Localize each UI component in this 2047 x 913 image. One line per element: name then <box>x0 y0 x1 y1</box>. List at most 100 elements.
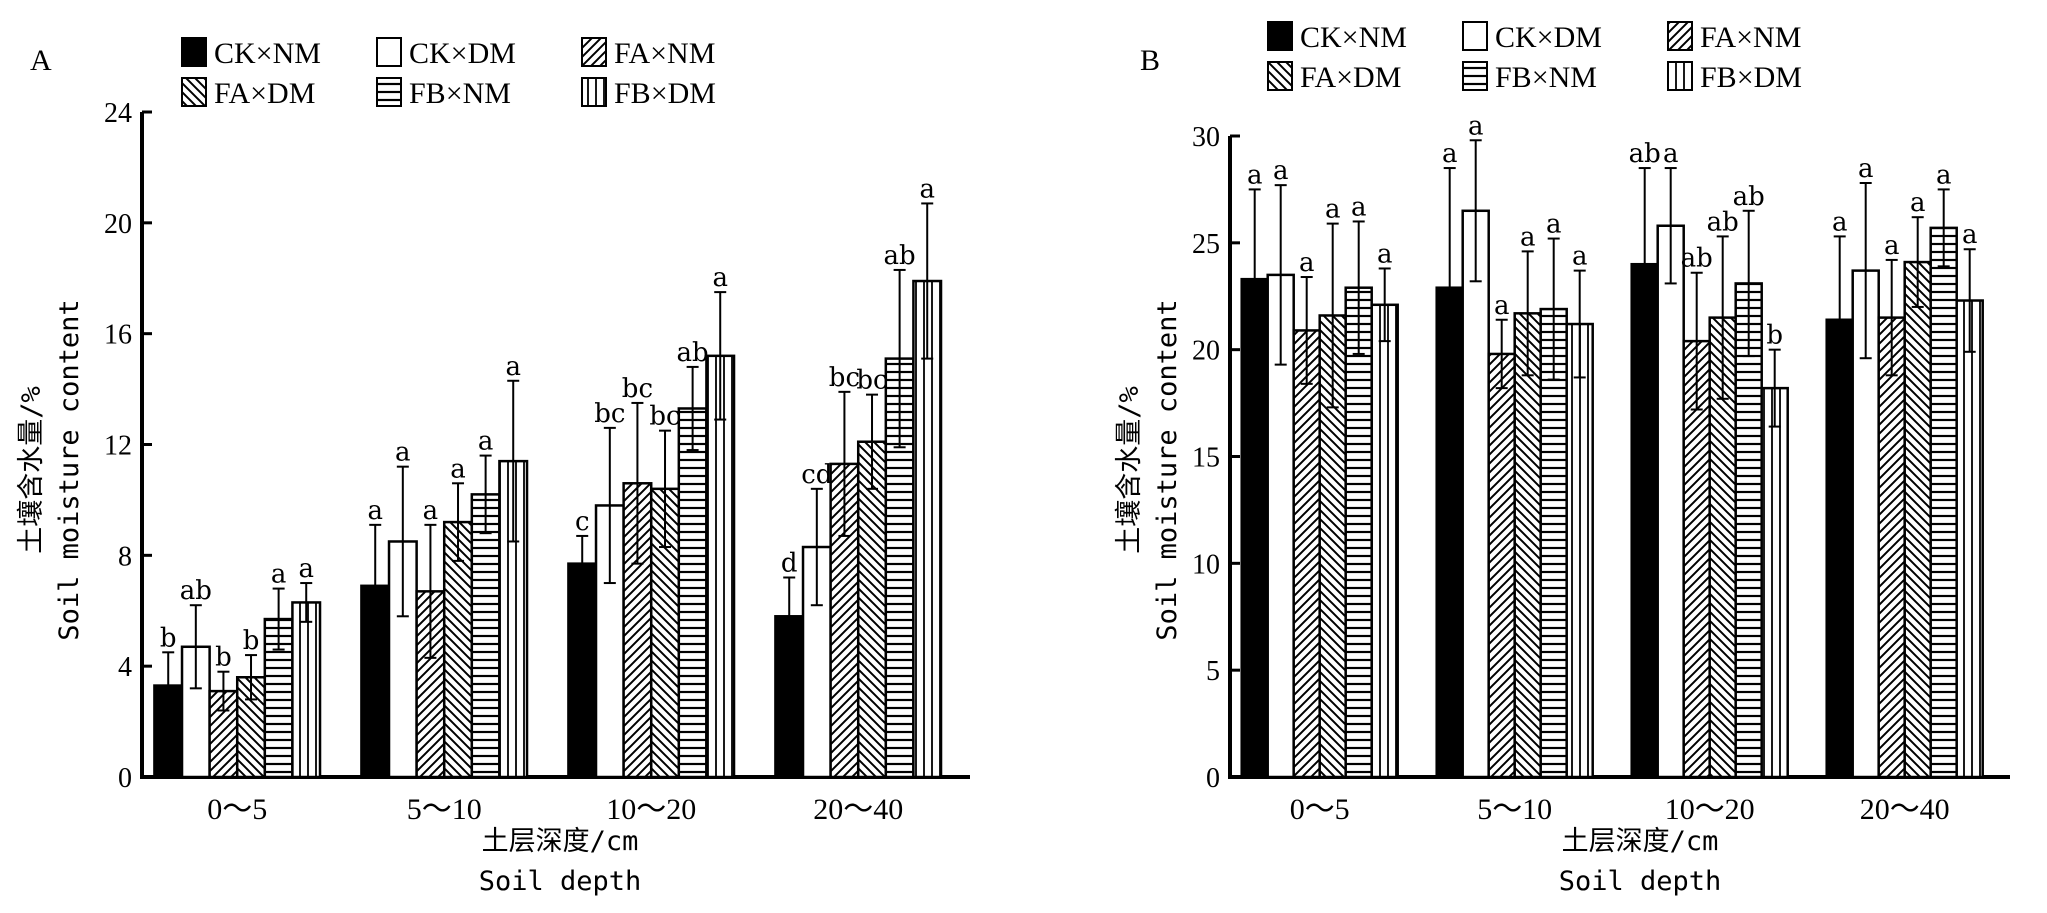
bar <box>1955 299 1984 779</box>
x-tick-label: 20～40 <box>1860 793 1950 826</box>
y-tick-label: 4 <box>118 652 132 683</box>
significance-label: a <box>1351 192 1367 222</box>
legend-label: CK×DM <box>409 37 516 70</box>
legend-label: FA×NM <box>1700 21 1801 54</box>
x-tick-label: 10～20 <box>606 793 696 826</box>
x-tick-label: 20～40 <box>813 793 903 826</box>
significance-label: a <box>505 352 521 382</box>
legend-swatch <box>181 37 207 67</box>
y-tick-label: 0 <box>1206 763 1220 794</box>
legend-label: CK×DM <box>1495 21 1602 54</box>
legend-item: FB×DM <box>1667 61 1802 94</box>
significance-label: c <box>575 507 590 537</box>
y-tick-label: 30 <box>1192 122 1220 153</box>
significance-label: a <box>1832 207 1848 237</box>
significance-label: ab <box>180 576 212 606</box>
legend-item: FB×NM <box>1462 61 1597 94</box>
significance-label: cd <box>801 460 832 490</box>
significance-label: bc <box>829 363 860 393</box>
significance-label: b <box>160 623 177 653</box>
y-tick-label: 25 <box>1192 229 1220 260</box>
bar <box>1903 260 1932 779</box>
x-axis-title-cn-a: 土层深度/cm <box>482 826 639 857</box>
y-tick-label: 15 <box>1192 443 1220 474</box>
significance-label: a <box>1325 195 1341 225</box>
y-axis-title-cn-a: 土壤含水量/% <box>16 386 47 554</box>
legend-item: CK×DM <box>1462 21 1602 54</box>
legend-swatch <box>376 77 402 107</box>
y-axis-title-en-b: Soil moisture content <box>1152 299 1183 640</box>
legend-item: FA×NM <box>1667 21 1801 54</box>
significance-label: b <box>243 626 260 656</box>
significance-label: a <box>1468 111 1484 141</box>
bar <box>1292 329 1321 779</box>
significance-label: a <box>423 496 439 526</box>
legend-item: FB×NM <box>376 77 511 110</box>
bar <box>1461 209 1490 779</box>
x-axis-title-cn-b: 土层深度/cm <box>1562 826 1719 857</box>
legend-swatch <box>1267 21 1293 51</box>
significance-label: a <box>395 438 411 468</box>
significance-label: a <box>450 454 466 484</box>
bar <box>705 354 736 779</box>
significance-label: a <box>919 174 935 204</box>
bar <box>1513 312 1542 779</box>
legend-item: FB×DM <box>581 77 716 110</box>
bar <box>470 493 501 779</box>
significance-label: a <box>1520 222 1536 252</box>
bar <box>1487 352 1516 779</box>
legend-label: FA×DM <box>214 77 315 110</box>
legend-swatch <box>376 37 402 67</box>
x-axis-title-en-a: Soil depth <box>479 866 642 897</box>
legend-item: CK×NM <box>1267 21 1407 54</box>
bar <box>567 562 598 779</box>
panel-label-b: B <box>1140 44 1160 77</box>
legend-a: CK×NM CK×DM FA×NM FA×DM FB×NM FB×DM <box>181 37 716 110</box>
significance-label: ab <box>1707 207 1739 237</box>
y-tick-label: 24 <box>104 98 132 129</box>
significance-label: a <box>1572 242 1588 272</box>
significance-label: d <box>781 549 798 579</box>
significance-label: bc <box>594 399 625 429</box>
y-tick-label: 5 <box>1206 656 1220 687</box>
legend-b: CK×NM CK×DM FA×NM FA×DM FB×NM FB×DM <box>1267 21 1802 94</box>
bar <box>1877 316 1906 779</box>
legend-swatch <box>1462 21 1488 51</box>
legend-swatch <box>1667 21 1693 51</box>
y-axis-title-cn-b: 土壤含水量/% <box>1114 386 1145 554</box>
significance-label: a <box>1299 248 1315 278</box>
significance-label: a <box>1442 139 1458 169</box>
y-tick-label: 0 <box>118 763 132 794</box>
bar <box>1734 282 1763 779</box>
x-tick-label: 10～20 <box>1665 793 1755 826</box>
significance-label: ab <box>1629 139 1661 169</box>
significance-label: a <box>478 427 494 457</box>
panel-label-a: A <box>30 44 52 77</box>
bar <box>1565 322 1594 779</box>
significance-label: a <box>298 554 314 584</box>
y-tick-label: 8 <box>118 541 132 572</box>
significance-label: a <box>1494 291 1510 321</box>
significance-label: ab <box>1681 244 1713 274</box>
significance-label: a <box>1273 156 1289 186</box>
significance-label: a <box>1910 188 1926 218</box>
significance-label: a <box>1858 154 1874 184</box>
legend-swatch <box>1267 61 1293 91</box>
significance-label: ab <box>884 241 916 271</box>
x-tick-label: 5～10 <box>1477 793 1552 826</box>
x-tick-label: 5～10 <box>407 793 482 826</box>
significance-label: a <box>1663 139 1679 169</box>
legend-swatch <box>1462 61 1488 91</box>
legend-item: FA×DM <box>1267 61 1401 94</box>
significance-label: bc <box>649 402 680 432</box>
significance-label: a <box>712 263 728 293</box>
legend-item: FA×DM <box>181 77 315 110</box>
bar <box>1682 339 1711 779</box>
chart-panel-b: B CK×NM CK×DM FA×NM FA×DM FB×NM FB×DM 0 5 10 15 2… <box>1114 21 2010 897</box>
significance-label: a <box>271 560 287 590</box>
bar <box>856 440 888 779</box>
legend-label: FB×DM <box>1700 61 1802 94</box>
legend-label: FB×NM <box>1495 61 1597 94</box>
bar <box>1929 226 1958 779</box>
